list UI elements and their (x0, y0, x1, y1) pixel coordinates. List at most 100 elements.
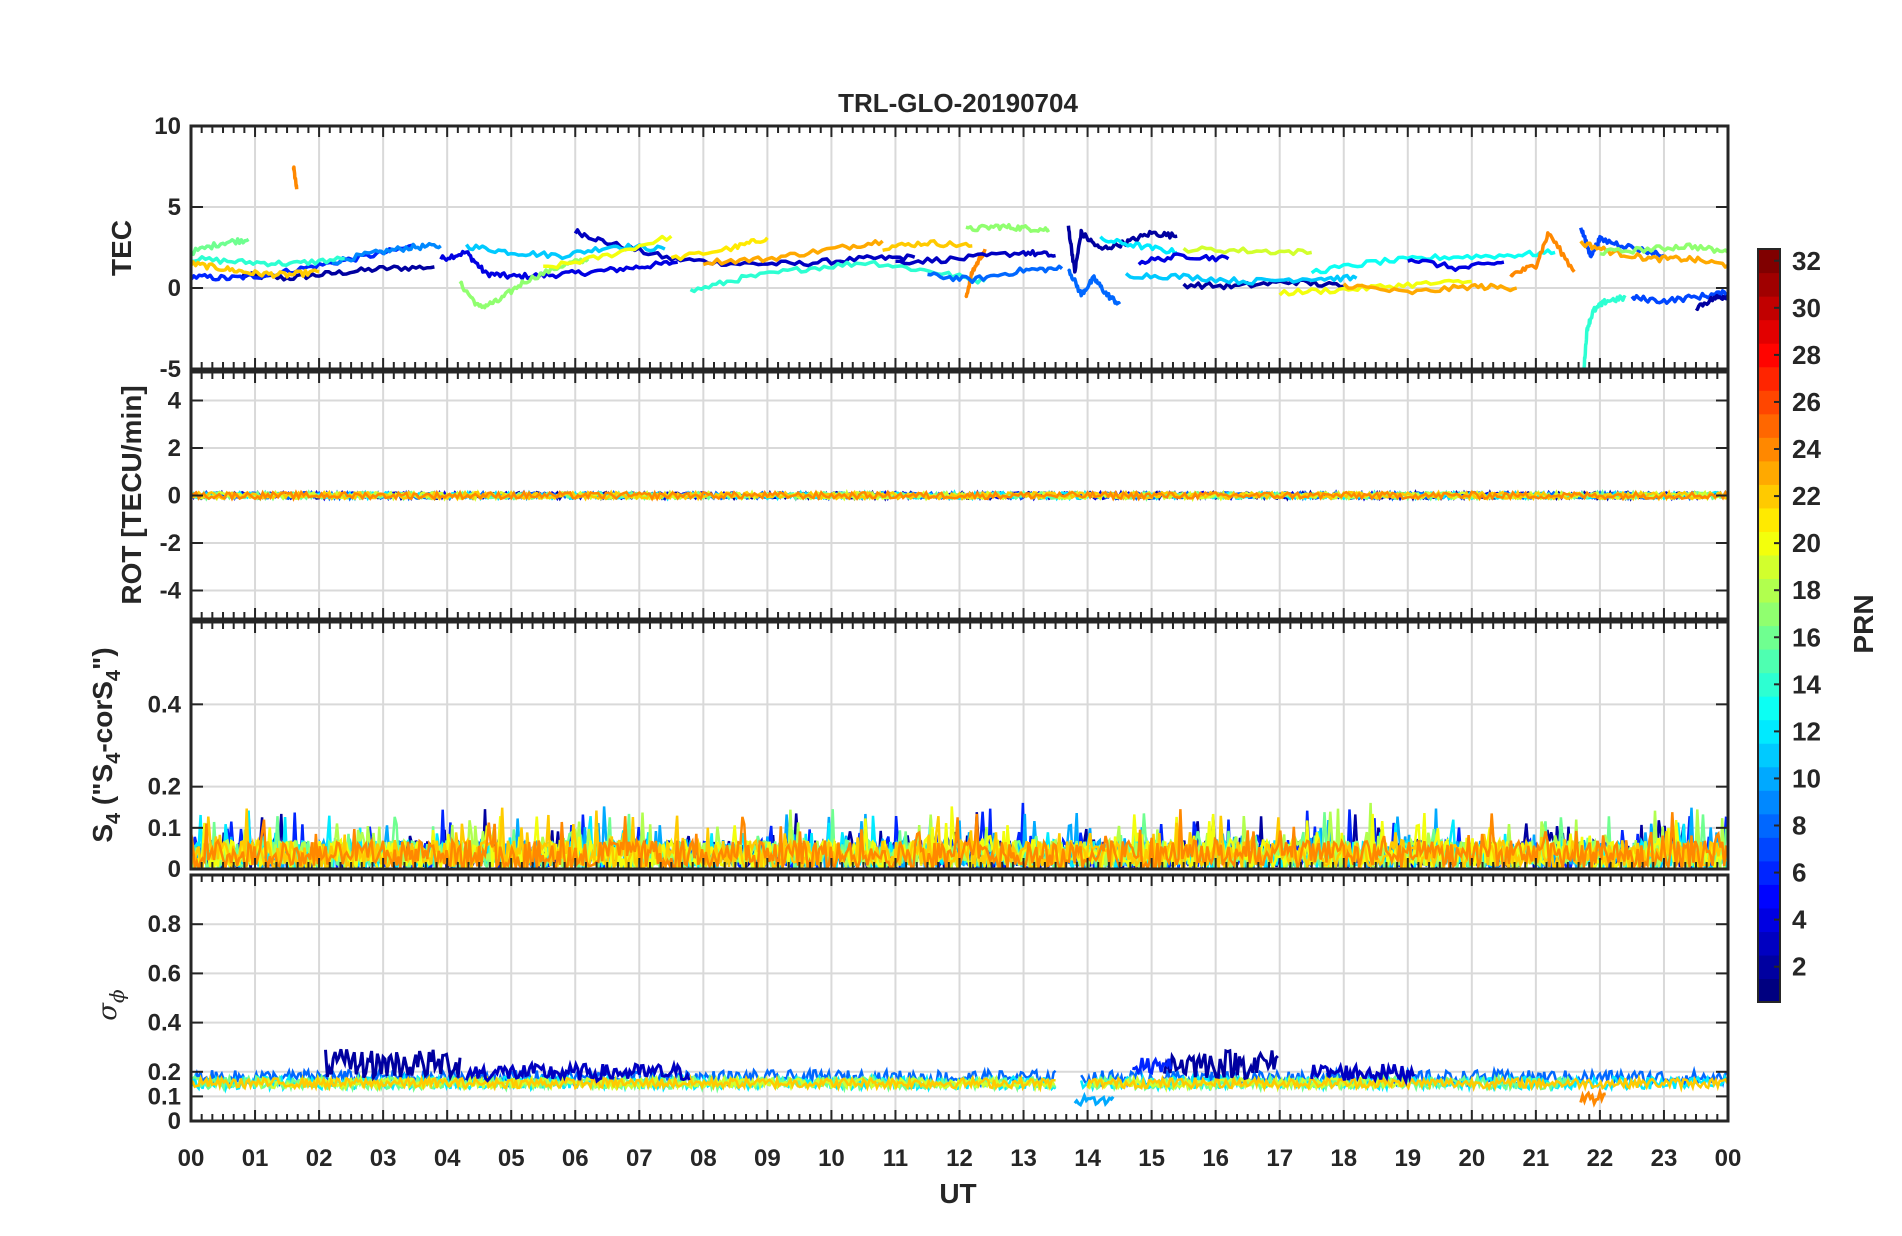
x-tick-label: 06 (562, 1145, 589, 1172)
tec-series-prn-22 (191, 260, 320, 279)
sigma-series-prn-3 (1310, 1061, 1416, 1087)
colorbar-segment (1758, 884, 1780, 909)
colorbar-tick-label: 16 (1792, 622, 1821, 652)
x-tick-label: 00 (178, 1145, 205, 1172)
x-tick-label: 18 (1330, 1145, 1357, 1172)
tec-y-tick-label: 5 (168, 194, 181, 221)
sigma-series-prn-6 (1132, 1056, 1173, 1076)
s4-ylabel-sub3: 4 (103, 669, 125, 681)
colorbar-tick-label: 10 (1792, 763, 1821, 793)
x-tick-label: 14 (1074, 1145, 1101, 1172)
colorbar-tick-label: 6 (1792, 858, 1806, 888)
x-tick-label: 07 (626, 1145, 653, 1172)
tec-series-prn-24 (291, 165, 299, 190)
sigma-y-tick-label: 0.2 (148, 1059, 181, 1086)
tec-series-prn-24 (964, 248, 987, 299)
colorbar-segment (1758, 907, 1780, 933)
tec-series-prn-12 (1099, 235, 1178, 256)
colorbar-segment (1758, 931, 1780, 956)
tec-series-prn-8 (927, 264, 1064, 285)
colorbar-tick-label: 4 (1792, 905, 1807, 935)
tec-series-prn-14 (1582, 294, 1627, 369)
colorbar-segment (1758, 390, 1780, 415)
x-tick-label: 05 (498, 1145, 525, 1172)
rot-y-tick-label: 2 (168, 435, 181, 462)
colorbar-tick-label: 12 (1792, 716, 1821, 746)
colorbar-segment (1758, 437, 1780, 462)
sigma-series-prn-2 (1162, 1048, 1279, 1081)
sigma-y-tick-label: 0.6 (148, 960, 181, 987)
rot-y-tick-label: 0 (168, 483, 181, 510)
tec-series-prn-23 (1342, 282, 1518, 296)
colorbar-segment (1758, 743, 1780, 768)
s4-y-tick-label: 0.1 (148, 815, 181, 842)
x-tick-label: 01 (242, 1145, 269, 1172)
s4-y-tick-label: 0 (168, 856, 181, 883)
tec-series-prn-20 (543, 234, 673, 270)
sigma-y-tick-label: 0.1 (148, 1083, 181, 1110)
x-tick-label: 22 (1587, 1145, 1614, 1172)
tec-series-prn-17 (965, 222, 1051, 233)
tec-series-prn-9 (331, 241, 442, 266)
sigma-series-prn-24 (1579, 1086, 1606, 1108)
tec-series-prn-2 (1066, 225, 1178, 274)
s4-series-prn-24 (191, 809, 1728, 869)
colorbar-tick-label: 24 (1792, 434, 1821, 464)
sigma-series-prn-22 (191, 1073, 1056, 1093)
colorbar-segment (1758, 601, 1780, 627)
colorbar-segment (1758, 860, 1780, 885)
tec-series-prn-24 (1509, 231, 1576, 278)
colorbar-segment (1758, 625, 1780, 650)
rot-ylabel: ROT [TECU/min] (116, 385, 147, 604)
tec-ylabel: TEC (106, 220, 137, 276)
colorbar-segment (1758, 249, 1780, 274)
colorbar-segment (1758, 366, 1780, 391)
sigma-series-prn-19 (253, 1073, 1056, 1093)
tec-series-prn-23 (702, 239, 884, 267)
x-tick-label: 04 (434, 1145, 461, 1172)
tec-series-prn-2 (1182, 278, 1344, 291)
x-tick-label: 21 (1523, 1145, 1550, 1172)
tec-series-prn-14 (689, 259, 987, 294)
x-tick-label: 03 (370, 1145, 397, 1172)
colorbar-segment (1758, 672, 1780, 697)
tec-series-prn-8 (1067, 268, 1122, 306)
x-tick-label: 00 (1715, 1145, 1742, 1172)
colorbar-segment (1758, 343, 1780, 368)
tec-series-prn-16 (191, 237, 250, 257)
colorbar-segment (1758, 319, 1780, 344)
x-tick-label: 13 (1010, 1145, 1037, 1172)
colorbar-tick-label: 28 (1792, 340, 1821, 370)
colorbar-label: PRN (1848, 594, 1879, 653)
s4-ylabel-mid: ("S (87, 764, 118, 813)
tec-series-prn-4 (1137, 252, 1230, 266)
tec-y-tick-label: 10 (154, 113, 181, 140)
chart-title: TRL-GLO-20190704 (838, 88, 1078, 118)
colorbar-tick-label: 32 (1792, 246, 1821, 276)
axes-layer: -50510-4-202400.10.20.400.10.20.40.60.80… (148, 113, 1742, 1172)
x-axis-label: UT (939, 1178, 976, 1209)
s4-y-tick-label: 0.2 (148, 774, 181, 801)
tec-y-tick-label: -5 (160, 356, 181, 383)
x-tick-label: 08 (690, 1145, 717, 1172)
s4-y-tick-label: 0.4 (148, 691, 182, 718)
tec-series-prn-22 (882, 239, 973, 253)
colorbar-segment (1758, 837, 1780, 862)
s4-ylabel-sub2: 4 (103, 752, 125, 764)
colorbar-segment (1758, 978, 1780, 1003)
x-tick-label: 11 (883, 1145, 908, 1172)
colorbar-segment (1758, 813, 1780, 838)
svg-text:S4 ("S4-corS4"): S4 ("S4-corS4") (87, 647, 125, 842)
colorbar-tick-label: 18 (1792, 575, 1821, 605)
colorbar-segment (1758, 954, 1780, 980)
sigma-series-prn-2 (324, 1048, 462, 1082)
tec-series-prn-23 (1579, 240, 1728, 269)
colorbar-segment (1758, 296, 1780, 321)
svg-text:σϕ: σϕ (93, 989, 129, 1021)
colorbar-tick-label: 26 (1792, 387, 1821, 417)
tec-series-prn-3 (895, 249, 1056, 266)
x-tick-label: 10 (818, 1145, 845, 1172)
s4-ylabel: S4 ("S4-corS4") (87, 647, 125, 842)
